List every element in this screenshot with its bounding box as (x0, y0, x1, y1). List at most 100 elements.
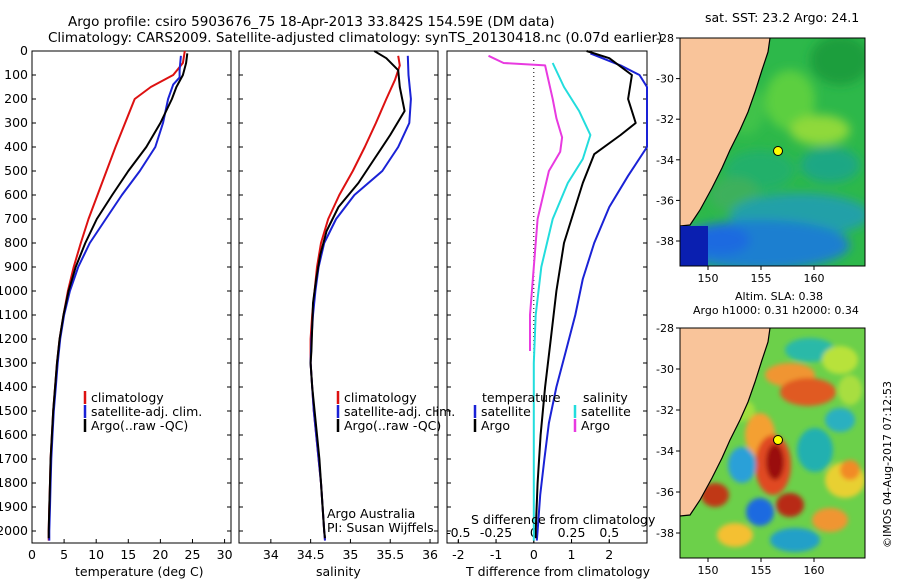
map-y-tick-label: -28 (656, 322, 674, 335)
map-y-tick-label: -36 (656, 194, 674, 207)
x-tick-label: 25 (185, 547, 201, 562)
y-tick-label: 1600 (0, 427, 28, 442)
x-tick-label: -2 (452, 547, 464, 562)
y-tick-label: 400 (4, 139, 28, 154)
x-tick-label: -1 (490, 547, 502, 562)
map-x-tick-label: 155 (751, 564, 772, 577)
legend-label-sal-satellite: satellite (581, 404, 631, 419)
map-y-tick-label: -38 (656, 235, 674, 248)
x-tick-label: 30 (217, 547, 233, 562)
x-tick-label: 34.5 (297, 547, 325, 562)
legend-title-salinity: salinity (583, 390, 628, 405)
map-y-tick-label: -28 (656, 32, 674, 45)
sst-map-frame (679, 37, 866, 267)
sst-map-axes: -28 -30 -32 -34 -36 -38 150 155 160 (656, 32, 824, 285)
annotation-line2: PI: Susan Wijffels (327, 520, 434, 535)
series-line-0 (535, 52, 648, 541)
x-tick-label: 5 (60, 547, 68, 562)
y-tick-label: 300 (4, 115, 28, 130)
legend-label-satellite: satellite-adj. clim. (344, 404, 455, 419)
x-tick-label: 35 (342, 547, 358, 562)
y-tick-label: 200 (4, 91, 28, 106)
series-line-2 (47, 53, 189, 539)
legend-label-temp-argo: Argo (481, 418, 510, 433)
y-tick-label: 1900 (0, 499, 28, 514)
argo-location-marker (773, 146, 783, 156)
map-x-tick-label: 150 (698, 564, 719, 577)
map-y-tick-label: -30 (656, 363, 674, 376)
salinity-axis-label: salinity (316, 564, 361, 579)
map-y-tick-label: -36 (656, 486, 674, 499)
map-x-tick-label: 150 (698, 272, 719, 285)
legend-label-temp-satellite: satellite (481, 404, 531, 419)
legend-label-climatology: climatology (91, 390, 164, 405)
land-top (680, 38, 770, 226)
sla-map (680, 328, 865, 558)
map-y-tick-label: -38 (656, 527, 674, 540)
temperature-axis-label: temperature (deg C) (75, 564, 204, 579)
difference-panel (446, 50, 648, 544)
copyright-text: ©IMOS 04-Aug-2017 07:12:53 (881, 381, 894, 548)
series-line-3 (488, 54, 564, 351)
difference-legend: temperature satellite Argo salinity sate… (471, 390, 656, 527)
sla-map-frame (679, 327, 866, 559)
sla-map-title1: Altim. SLA: 0.38 (735, 290, 823, 303)
y-tick-label: 1200 (0, 331, 28, 346)
temperature-lines (47, 50, 189, 541)
y-tick-label: 100 (4, 67, 28, 82)
y-tick-label: 1400 (0, 379, 28, 394)
y-tick-label: 1000 (0, 283, 28, 298)
x-tick-label: 0 (28, 547, 36, 562)
x-tick-label: 34 (263, 547, 279, 562)
map-y-tick-label: -32 (656, 404, 674, 417)
legend-label-argo: Argo(..raw -QC) (344, 418, 441, 433)
map-y-tick-label: -34 (656, 154, 674, 167)
x-tick-label: 1 (568, 547, 576, 562)
figure-title-line1: Argo profile: csiro 5903676_75 18-Apr-20… (68, 14, 555, 30)
series-line-2 (309, 50, 406, 539)
sla-map-title2: Argo h1000: 0.31 h2000: 0.34 (693, 304, 859, 317)
y-tick-label: 900 (4, 259, 28, 274)
legend-label-sal-argo: Argo (581, 418, 610, 433)
legend-label-climatology: climatology (344, 390, 417, 405)
salinity-axes: 34 34.5 35 35.5 36 (239, 50, 438, 562)
sst-map-title: sat. SST: 23.2 Argo: 24.1 (705, 10, 859, 25)
y-tick-label: 500 (4, 163, 28, 178)
temperature-axes: 0100200300400500600700800900100011001200… (0, 43, 233, 562)
y-tick-label: 800 (4, 235, 28, 250)
map-y-tick-label: -32 (656, 113, 674, 126)
legend-label-satellite: satellite-adj. clim. (91, 404, 202, 419)
map-x-tick-label: 160 (804, 272, 825, 285)
series-line-2 (532, 62, 592, 541)
annotation-line1: Argo Australia (327, 506, 415, 521)
y-tick-label: 1300 (0, 355, 28, 370)
top-axis-label: S difference from climatology (471, 512, 656, 527)
map-y-tick-label: -30 (656, 73, 674, 86)
y-tick-label: 1100 (0, 307, 28, 322)
salinity-lines (309, 50, 412, 541)
difference-lines (488, 50, 648, 541)
y-tick-label: 1500 (0, 403, 28, 418)
legend-title-temperature: temperature (482, 390, 561, 405)
x-tick-label: 20 (152, 547, 168, 562)
x-tick-top-label: -0.5 (446, 525, 470, 540)
figure-title-line2: Climatology: CARS2009. Satellite-adjuste… (48, 30, 662, 46)
x-tick-label: 15 (120, 547, 136, 562)
y-tick-label: 1800 (0, 475, 28, 490)
x-tick-label: 36 (422, 547, 438, 562)
salinity-legend: climatology satellite-adj. clim. Argo(..… (327, 390, 455, 535)
y-tick-label: 2000 (0, 523, 28, 538)
difference-axis-label: T difference from climatology (465, 564, 651, 579)
temperature-panel (31, 50, 232, 544)
argo-location-marker-sla (773, 435, 783, 445)
map-y-tick-label: -34 (656, 445, 674, 458)
x-tick-label: 0 (530, 547, 538, 562)
x-tick-label: 2 (605, 547, 613, 562)
x-tick-top-label: -0.25 (480, 525, 512, 540)
y-tick-label: 1700 (0, 451, 28, 466)
legend-label-argo: Argo(..raw -QC) (91, 418, 188, 433)
map-x-tick-label: 155 (751, 272, 772, 285)
map-x-tick-label: 160 (804, 564, 825, 577)
